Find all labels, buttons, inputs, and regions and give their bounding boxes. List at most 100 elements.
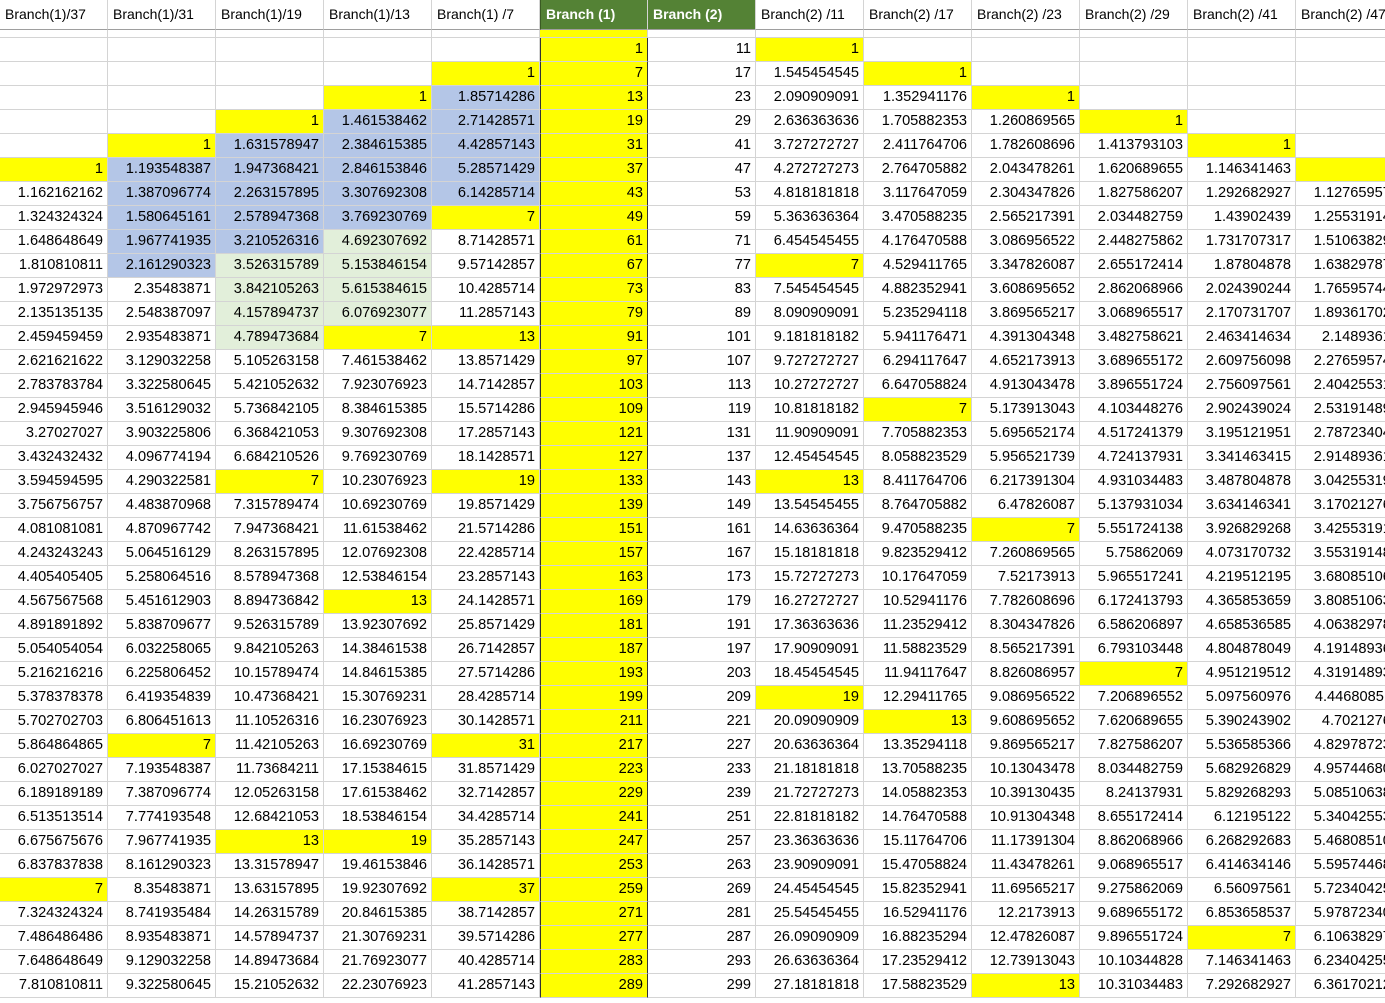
table-cell[interactable]: 239	[648, 782, 756, 806]
table-cell[interactable]: 101	[648, 326, 756, 350]
table-cell[interactable]: 263	[648, 854, 756, 878]
column-header[interactable]: Branch(1)/31	[108, 0, 216, 30]
table-cell[interactable]: 19	[432, 470, 540, 494]
table-cell[interactable]: 27.5714286	[432, 662, 540, 686]
table-cell[interactable]: 9.842105263	[216, 638, 324, 662]
table-cell[interactable]: 5.097560976	[1188, 686, 1296, 710]
table-cell[interactable]: 89	[648, 302, 756, 326]
table-cell[interactable]: 5.363636364	[756, 206, 864, 230]
table-cell[interactable]: 7.315789474	[216, 494, 324, 518]
table-cell[interactable]: 26.7142857	[432, 638, 540, 662]
table-cell[interactable]: 39.5714286	[432, 926, 540, 950]
table-cell[interactable]: 9.57142857	[432, 254, 540, 278]
table-cell[interactable]: 1.260869565	[972, 110, 1080, 134]
table-cell[interactable]: 4.081081081	[0, 518, 108, 542]
table-cell[interactable]: 21.5714286	[432, 518, 540, 542]
table-cell[interactable]: 18.53846154	[324, 806, 432, 830]
table-cell[interactable]: 7.810810811	[0, 974, 108, 998]
table-cell[interactable]: 43	[540, 182, 648, 206]
table-cell[interactable]: 1.387096774	[108, 182, 216, 206]
table-cell[interactable]	[108, 38, 216, 62]
table-cell[interactable]: 2.636363636	[756, 110, 864, 134]
table-cell[interactable]: 259	[540, 878, 648, 902]
table-cell[interactable]: 2.276595745	[1296, 350, 1385, 374]
table-cell[interactable]: 4.319148936	[1296, 662, 1385, 686]
table-cell[interactable]: 3.068965517	[1080, 302, 1188, 326]
table-cell[interactable]: 4.157894737	[216, 302, 324, 326]
table-cell[interactable]: 11	[648, 38, 756, 62]
table-cell[interactable]: 19	[540, 110, 648, 134]
table-cell[interactable]: 8.741935484	[108, 902, 216, 926]
table-cell[interactable]: 6.837837838	[0, 854, 108, 878]
table-cell[interactable]: 3.487804878	[1188, 470, 1296, 494]
table-cell[interactable]: 21.18181818	[756, 758, 864, 782]
table-cell[interactable]: 5.838709677	[108, 614, 216, 638]
table-cell[interactable]: 13.63157895	[216, 878, 324, 902]
table-cell[interactable]: 4.446808511	[1296, 686, 1385, 710]
table-cell[interactable]: 2.35483871	[108, 278, 216, 302]
column-header[interactable]: Branch(2) /23	[972, 0, 1080, 30]
table-cell[interactable]: 11.43478261	[972, 854, 1080, 878]
table-cell[interactable]: 5.378378378	[0, 686, 108, 710]
table-cell[interactable]: 7.193548387	[108, 758, 216, 782]
table-cell[interactable]: 3.470588235	[864, 206, 972, 230]
table-cell[interactable]: 91	[540, 326, 648, 350]
table-cell[interactable]: 7.648648649	[0, 950, 108, 974]
table-cell[interactable]: 16.23076923	[324, 710, 432, 734]
table-cell[interactable]: 5.153846154	[324, 254, 432, 278]
table-cell[interactable]: 3.117647059	[864, 182, 972, 206]
table-cell[interactable]: 17.61538462	[324, 782, 432, 806]
table-cell[interactable]: 7	[0, 878, 108, 902]
table-cell[interactable]: 15.18181818	[756, 542, 864, 566]
table-cell[interactable]: 15.11764706	[864, 830, 972, 854]
table-cell[interactable]: 11.42105263	[216, 734, 324, 758]
table-cell[interactable]: 12.05263158	[216, 782, 324, 806]
table-cell[interactable]: 1.765957447	[1296, 278, 1385, 302]
table-cell[interactable]: 1.324324324	[0, 206, 108, 230]
table-cell[interactable]	[1080, 38, 1188, 62]
table-cell[interactable]: 1.782608696	[972, 134, 1080, 158]
table-cell[interactable]: 16.52941176	[864, 902, 972, 926]
table-cell[interactable]: 7.620689655	[1080, 710, 1188, 734]
table-cell[interactable]: 67	[540, 254, 648, 278]
table-cell[interactable]: 127	[540, 446, 648, 470]
table-cell[interactable]: 11.61538462	[324, 518, 432, 542]
table-cell[interactable]: 8.35483871	[108, 878, 216, 902]
table-cell[interactable]: 1.580645161	[108, 206, 216, 230]
table-cell[interactable]: 4.219512195	[1188, 566, 1296, 590]
table-cell[interactable]: 59	[648, 206, 756, 230]
table-cell[interactable]: 2.846153846	[324, 158, 432, 182]
table-cell[interactable]: 47	[648, 158, 756, 182]
table-cell[interactable]: 10.69230769	[324, 494, 432, 518]
table-cell[interactable]: 13.92307692	[324, 614, 432, 638]
table-cell[interactable]: 32.7142857	[432, 782, 540, 806]
table-cell[interactable]: 3.594594595	[0, 470, 108, 494]
table-cell[interactable]: 5.864864865	[0, 734, 108, 758]
table-cell[interactable]: 2.783783784	[0, 374, 108, 398]
table-cell[interactable]: 3.769230769	[324, 206, 432, 230]
table-cell[interactable]: 26.09090909	[756, 926, 864, 950]
table-cell[interactable]: 71	[648, 230, 756, 254]
table-cell[interactable]: 5.28571429	[432, 158, 540, 182]
table-cell[interactable]: 6.368421053	[216, 422, 324, 446]
table-cell[interactable]: 11.73684211	[216, 758, 324, 782]
table-cell[interactable]: 6.647058824	[864, 374, 972, 398]
table-cell[interactable]: 1.127659574	[1296, 182, 1385, 206]
table-cell[interactable]: 23.2857143	[432, 566, 540, 590]
table-cell[interactable]: 3.482758621	[1080, 326, 1188, 350]
column-header[interactable]: Branch(1)/13	[324, 0, 432, 30]
column-header[interactable]: Branch(1) /7	[432, 0, 540, 30]
table-cell[interactable]: 119	[648, 398, 756, 422]
table-cell[interactable]	[1188, 38, 1296, 62]
table-cell[interactable]: 1	[1080, 110, 1188, 134]
table-cell[interactable]: 169	[540, 590, 648, 614]
table-cell[interactable]: 3.808510638	[1296, 590, 1385, 614]
table-cell[interactable]: 10.31034483	[1080, 974, 1188, 998]
table-cell[interactable]: 4.658536585	[1188, 614, 1296, 638]
table-cell[interactable]: 191	[648, 614, 756, 638]
table-cell[interactable]: 4.913043478	[972, 374, 1080, 398]
table-cell[interactable]: 131	[648, 422, 756, 446]
table-cell[interactable]: 8.058823529	[864, 446, 972, 470]
table-cell[interactable]	[972, 62, 1080, 86]
table-cell[interactable]: 8.411764706	[864, 470, 972, 494]
